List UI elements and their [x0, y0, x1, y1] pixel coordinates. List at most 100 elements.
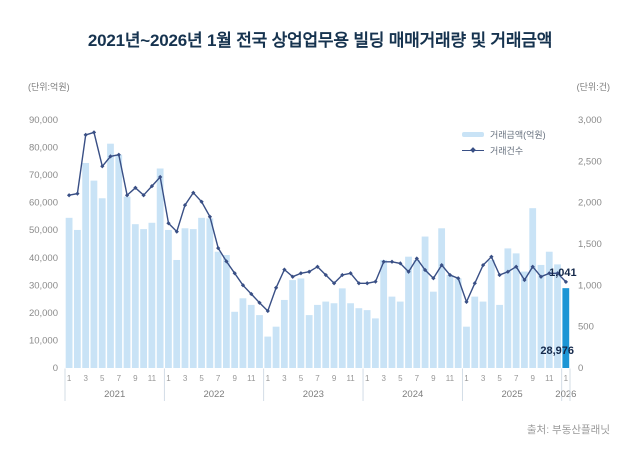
bar — [231, 311, 239, 368]
amount-bar-swatch-icon — [462, 131, 484, 137]
month-tick-label: 1 — [464, 374, 469, 383]
line-marker-icon — [331, 281, 337, 286]
month-tick-label: 11 — [247, 374, 256, 383]
bar — [388, 296, 396, 368]
line-marker-icon — [307, 269, 312, 274]
line-marker-icon — [348, 271, 353, 276]
line-marker-icon — [514, 264, 519, 269]
line-marker-icon — [124, 193, 130, 198]
year-label: 2022 — [203, 389, 224, 400]
month-tick-label: 7 — [514, 374, 519, 383]
line-marker-icon — [315, 264, 320, 269]
right-axis-tick-label: 0 — [578, 363, 583, 374]
left-axis-tick-label: 20,000 — [29, 308, 58, 319]
bar — [363, 310, 371, 368]
month-tick-label: 7 — [216, 374, 221, 383]
line-marker-icon — [398, 261, 403, 266]
bar — [173, 259, 181, 368]
bar — [280, 299, 288, 368]
line-marker-icon — [240, 283, 246, 288]
month-tick-label: 5 — [398, 374, 403, 383]
line-marker-icon — [472, 281, 477, 286]
month-tick-label: 9 — [332, 374, 337, 383]
bar — [82, 162, 90, 368]
bar — [123, 196, 131, 368]
month-tick-label: 3 — [382, 374, 387, 383]
right-axis-tick-label: 1,500 — [578, 239, 602, 250]
bar — [446, 274, 454, 368]
month-tick-label: 3 — [83, 374, 88, 383]
line-marker-icon — [232, 271, 237, 276]
line-marker-icon — [249, 291, 254, 297]
bar — [347, 303, 354, 368]
bar — [181, 228, 189, 368]
bar — [504, 248, 512, 368]
bar — [429, 291, 437, 368]
bar — [297, 278, 305, 368]
line-marker-icon — [447, 272, 453, 278]
month-tick-label: 1 — [166, 374, 171, 383]
line-marker-icon — [133, 185, 138, 190]
right-axis-tick-label: 3,000 — [578, 115, 602, 126]
bar — [247, 304, 255, 368]
bar — [140, 229, 147, 368]
legend-amount-label: 거래금액(억원) — [490, 129, 546, 140]
count-line-swatch-icon — [462, 146, 484, 155]
line-marker-icon — [431, 276, 436, 281]
line-marker-icon — [290, 274, 295, 279]
month-tick-label: 3 — [282, 374, 287, 383]
line-marker-icon — [381, 259, 386, 264]
year-label: 2023 — [303, 389, 324, 400]
month-tick-label: 1 — [365, 374, 370, 383]
right-axis-tick-label: 1,000 — [578, 280, 602, 291]
line-marker-icon — [158, 174, 163, 180]
bar — [512, 253, 520, 368]
month-tick-label: 5 — [199, 374, 204, 383]
right-axis-unit-label: (단위:건) — [576, 82, 610, 92]
bar — [65, 217, 73, 368]
bar — [372, 318, 379, 368]
line-marker-icon — [555, 271, 560, 276]
bar — [73, 229, 81, 368]
month-tick-label: 7 — [117, 374, 122, 383]
line-marker-icon — [116, 152, 121, 157]
month-tick-label: 11 — [148, 374, 157, 383]
legend-item-amount: 거래금액(억원) — [462, 126, 546, 142]
left-axis-tick-label: 0 — [53, 363, 58, 374]
left-axis-tick-label: 40,000 — [29, 253, 58, 264]
bar — [330, 303, 338, 368]
month-tick-label: 11 — [545, 374, 554, 383]
line-marker-icon — [265, 308, 270, 314]
month-tick-label: 9 — [232, 374, 237, 383]
legend-count-label: 거래건수 — [490, 145, 524, 156]
left-axis-tick-label: 90,000 — [29, 115, 58, 126]
month-tick-label: 7 — [415, 374, 420, 383]
line-marker-icon — [530, 264, 535, 269]
line-marker-icon — [191, 190, 196, 195]
line-marker-icon — [414, 256, 419, 261]
line-marker-icon — [282, 267, 287, 272]
line-marker-icon — [83, 132, 88, 138]
bar — [206, 218, 214, 368]
month-tick-label: 1 — [266, 374, 271, 383]
right-axis-tick-label: 2,000 — [578, 198, 602, 209]
bar — [521, 271, 528, 368]
source-label: 출처: 부동산플래닛 — [526, 424, 610, 436]
bar — [107, 143, 114, 368]
bar — [256, 315, 263, 368]
line-marker-icon — [298, 271, 304, 276]
line-marker-icon — [547, 271, 552, 276]
month-tick-label: 9 — [431, 374, 436, 383]
right-axis-tick-label: 500 — [578, 322, 594, 333]
month-tick-label: 3 — [481, 374, 486, 383]
bar — [463, 326, 470, 368]
month-tick-label: 5 — [497, 374, 502, 383]
bar — [98, 198, 106, 368]
line-marker-icon — [373, 279, 378, 284]
line-marker-icon — [199, 199, 204, 204]
line-marker-icon — [166, 221, 171, 226]
page-title: 2021년~2026년 1월 전국 상업업무용 빌딩 매매거래량 및 거래금액 — [87, 31, 553, 50]
line-marker-icon — [207, 214, 213, 219]
year-label: 2025 — [501, 389, 522, 400]
